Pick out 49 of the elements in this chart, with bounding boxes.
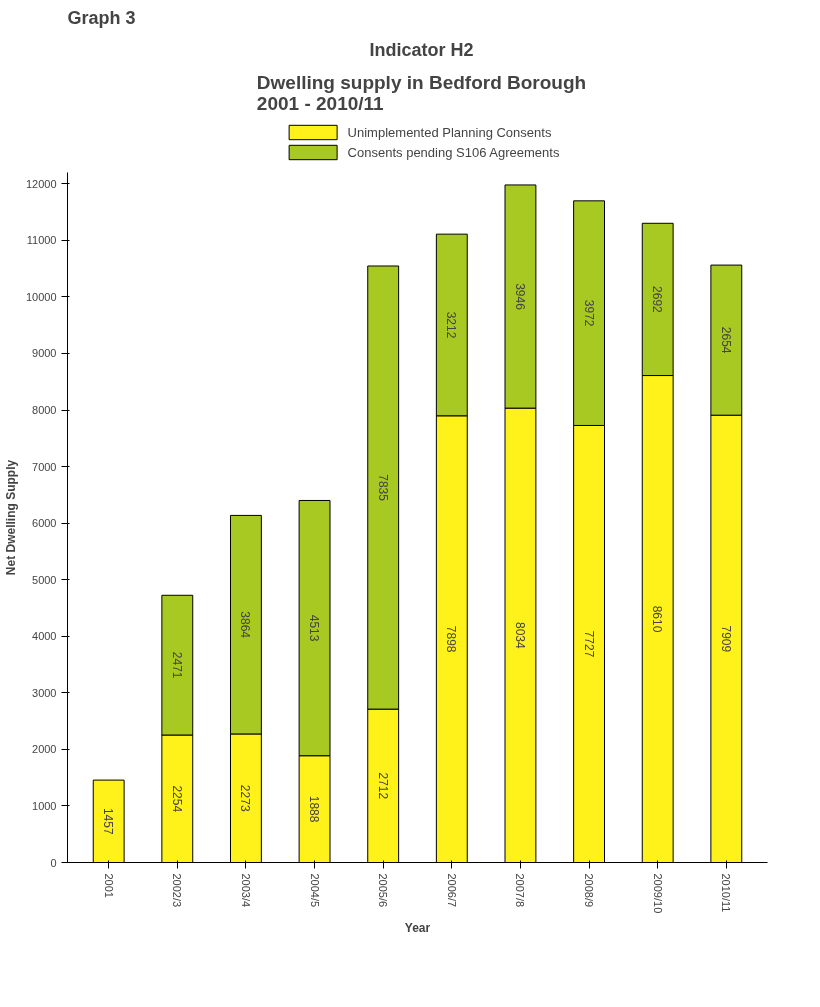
- x-tick-label: 2003/4: [239, 873, 252, 908]
- x-tick-label: 2008/9: [583, 873, 596, 908]
- data-label: 3946: [512, 283, 527, 311]
- data-label: 7727: [581, 630, 596, 658]
- x-tick-label: 2009/10: [651, 873, 664, 914]
- y-tick-label: 6000: [32, 517, 57, 530]
- data-label: 8610: [650, 605, 665, 633]
- data-label: 7909: [718, 625, 733, 653]
- data-label: 2712: [375, 772, 390, 800]
- caption: Graph 3: [67, 7, 136, 28]
- data-label: 2273: [238, 784, 253, 812]
- y-tick-label: 0: [50, 856, 57, 869]
- data-label: 2471: [169, 651, 184, 679]
- y-tick-label: 7000: [32, 460, 57, 473]
- y-axis-title: Net Dwelling Supply: [3, 459, 18, 576]
- x-tick-label: 2002/3: [171, 873, 184, 908]
- y-tick-label: 11000: [26, 234, 57, 247]
- x-tick-label: 2005/6: [377, 873, 390, 908]
- data-label: 7835: [375, 474, 390, 502]
- x-tick-label: 2010/11: [720, 873, 733, 913]
- y-tick-label: 9000: [32, 347, 57, 360]
- legend-label: Consents pending S106 Agreements: [347, 144, 560, 160]
- chart-title: Indicator H2: [369, 39, 474, 60]
- data-label: 1888: [307, 795, 322, 823]
- x-tick-label: 2001: [102, 873, 115, 898]
- data-label: 2692: [650, 286, 665, 314]
- data-label: 3972: [581, 299, 596, 327]
- legend-label: Unimplemented Planning Consents: [347, 124, 552, 140]
- y-tick-label: 1000: [32, 799, 57, 812]
- data-label: 7898: [444, 625, 459, 653]
- data-label: 3212: [444, 311, 459, 339]
- y-tick-label: 12000: [25, 177, 57, 190]
- x-axis-title: Year: [404, 921, 431, 936]
- y-tick-label: 3000: [32, 686, 57, 699]
- data-label: 3864: [238, 611, 253, 639]
- x-tick-label: 2004/5: [308, 873, 321, 908]
- y-tick-label: 8000: [32, 404, 57, 417]
- x-tick-label: 2006/7: [445, 873, 458, 908]
- data-label: 4513: [307, 614, 322, 642]
- data-label: 2654: [718, 326, 733, 354]
- chart-subtitle: Dwelling supply in Bedford Borough 2001 - 2010/11: [256, 71, 587, 114]
- data-label: 1457: [101, 807, 116, 835]
- x-tick-label: 2007/8: [514, 873, 527, 908]
- y-tick-label: 10000: [25, 290, 57, 303]
- y-tick-label: 2000: [32, 743, 57, 756]
- data-label: 8034: [512, 621, 527, 649]
- y-tick-label: 5000: [32, 573, 57, 586]
- data-label: 2254: [169, 785, 184, 813]
- y-tick-label: 4000: [32, 630, 57, 643]
